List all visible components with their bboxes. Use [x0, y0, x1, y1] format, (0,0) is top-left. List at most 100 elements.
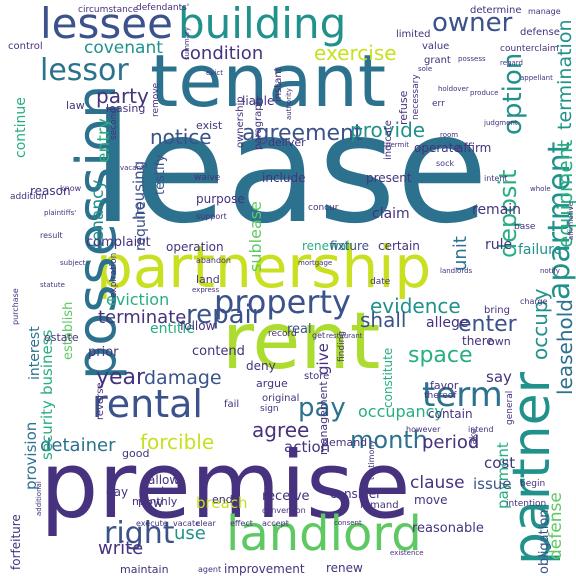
word-building: building — [178, 0, 347, 48]
word-property: property — [214, 283, 351, 321]
word-mortgage: mortgage — [298, 259, 333, 267]
word-support: support — [196, 212, 227, 221]
word-appellant: appellant — [520, 74, 553, 82]
word-agreement: agreement — [242, 121, 363, 146]
word-testimony: testimony — [367, 439, 376, 480]
word-intend: intend — [468, 425, 494, 434]
word-lease: lease — [92, 83, 489, 257]
word-lessee: lessee — [40, 0, 173, 48]
word-get: get — [312, 331, 326, 340]
word-partnership: partnership — [96, 233, 432, 301]
word-forfeiture: forfeiture — [9, 514, 23, 570]
word-thereof: thereof — [424, 391, 457, 401]
word-summary: summary — [183, 26, 191, 60]
word-restaurant: restaurant — [326, 332, 363, 340]
word-intent: intent — [484, 174, 508, 183]
word-unit: unit — [450, 236, 471, 271]
word-reason: reason — [30, 184, 71, 198]
word-obligation: obligation — [537, 509, 552, 574]
word-operation: operation — [166, 240, 224, 254]
word-own: own — [488, 335, 511, 348]
word-cost: cost — [484, 454, 516, 472]
word-security: security — [38, 400, 56, 460]
word-circumstance: circumstance — [78, 5, 139, 15]
word-reverse: reverse — [95, 382, 106, 420]
word-accept: accept — [262, 519, 289, 528]
word-favor: favor — [430, 379, 459, 392]
word-purchase: purchase — [11, 288, 20, 325]
word-sign: sign — [260, 404, 279, 414]
word-month: month — [350, 426, 428, 454]
word-operate: operate — [414, 141, 461, 155]
word-period: period — [422, 432, 480, 453]
word-vacate: vacate — [173, 519, 200, 528]
word-permit: permit — [386, 141, 410, 149]
word-breach: breach — [196, 494, 248, 512]
word-real: real — [287, 322, 312, 337]
word-premise: premise — [40, 432, 411, 539]
word-demand: demand — [322, 436, 368, 449]
word-agree: agree — [252, 418, 310, 442]
word-action: action — [284, 438, 331, 456]
word-landlord: landlord — [226, 506, 422, 562]
word-room: room — [440, 131, 459, 139]
word-renew: renew — [326, 561, 363, 575]
word-second: second — [109, 107, 119, 140]
word-general: general — [505, 390, 515, 425]
word-reasonable: reasonable — [412, 521, 484, 536]
word-sole: sole — [418, 65, 433, 73]
word-use: use — [174, 523, 206, 544]
word-interest: interest — [27, 326, 43, 380]
word-good: good — [122, 447, 150, 460]
word-monthly: monthly — [132, 495, 178, 508]
word-evidence: evidence — [370, 294, 461, 318]
word-err: err — [432, 99, 445, 109]
word-vacant: vacant — [120, 164, 144, 172]
word-claim: claim — [372, 206, 410, 222]
word-term: term — [422, 375, 503, 415]
word-space: space — [408, 343, 473, 368]
word-shall: shall — [360, 308, 407, 332]
word-enter: enter — [458, 312, 517, 337]
word-year: year — [96, 365, 146, 390]
word-original: original — [262, 393, 300, 404]
word-pay: pay — [298, 393, 346, 423]
word-management: management — [317, 381, 330, 455]
word-authority: authority — [285, 88, 293, 120]
word-take: take — [469, 428, 479, 448]
word-sublease: sublease — [246, 201, 265, 272]
word-clause: clause — [410, 473, 465, 493]
word-refuse: refuse — [397, 90, 410, 125]
word-contain: contain — [428, 407, 473, 421]
word-there: there — [462, 334, 494, 348]
word-sock: sock — [436, 159, 455, 168]
word-allege: allege — [426, 315, 469, 331]
word-extend: extend — [148, 484, 187, 497]
word-write: write — [98, 538, 144, 559]
word-consent: consent — [334, 519, 362, 527]
word-receive: receive — [262, 489, 310, 504]
word-instant: instant — [273, 67, 284, 102]
word-plaintiffs: plaintiffs' — [44, 209, 77, 217]
word-remain: remain — [472, 202, 522, 218]
word-date: date — [370, 277, 391, 287]
word-however: however — [406, 425, 441, 434]
word-abandon: abandon — [196, 256, 231, 265]
word-argue: argue — [256, 377, 288, 390]
word-possess: possess — [458, 55, 486, 63]
word-tenant: tenant — [150, 39, 387, 123]
word-detainer: detainer — [40, 435, 116, 456]
word-contend: contend — [192, 344, 245, 359]
word-rent: rent — [222, 297, 381, 387]
word-damage: damage — [144, 367, 222, 389]
word-judgment: judgment — [484, 119, 518, 127]
word-follow: follow — [180, 319, 216, 333]
word-maintain: maintain — [120, 563, 169, 576]
word-base: base — [514, 222, 536, 232]
word-deny: deny — [246, 359, 276, 373]
word-produce: produce — [470, 89, 499, 97]
word-defense: defense — [520, 27, 560, 38]
word-move: move — [414, 493, 448, 507]
word-holdover: holdover — [438, 85, 469, 93]
